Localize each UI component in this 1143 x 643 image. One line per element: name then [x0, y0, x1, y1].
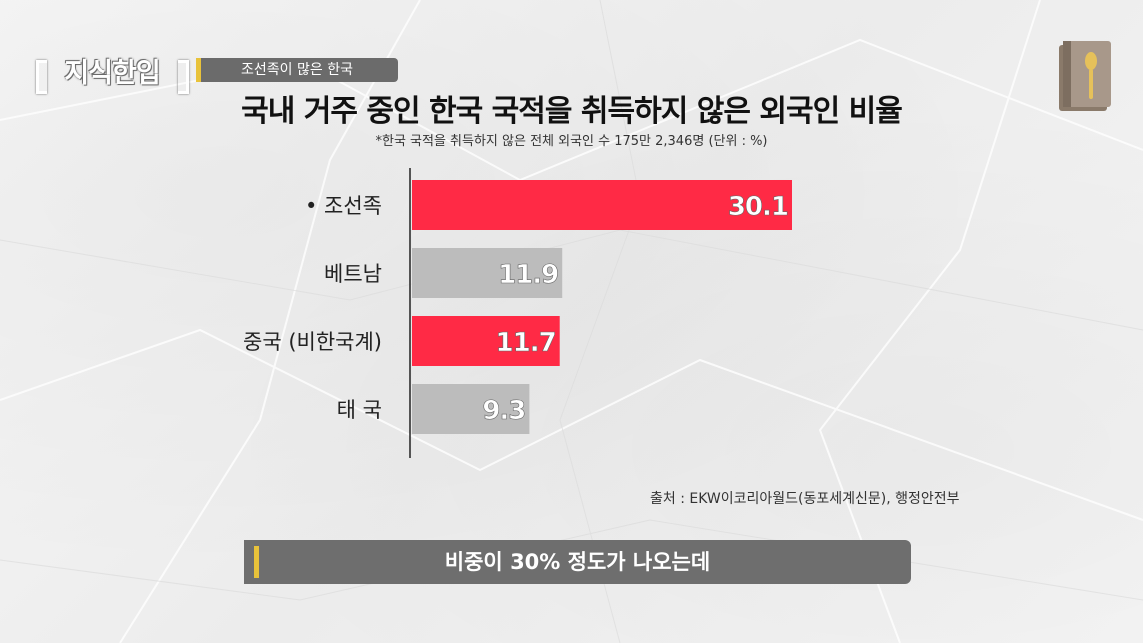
value-label-3: 9.3 [482, 396, 525, 426]
bar-1 [412, 248, 563, 298]
topic-tag-label: 조선족이 많은 한국 [241, 62, 353, 78]
chart-title: 국내 거주 중인 한국 국적을 취득하지 않은 외국인 비율 [241, 94, 903, 129]
channel-logo: 지식한입 [64, 58, 160, 89]
tag-accent-bar [196, 58, 201, 82]
chart-subtitle: *한국 국적을 취득하지 않은 전체 외국인 수 175만 2,346명 (단위… [375, 134, 768, 149]
category-label-2: 중국 (비한국계) [243, 330, 382, 354]
bar-2 [412, 316, 560, 366]
category-label-3: 태 국 [337, 398, 382, 422]
value-label-2: 11.7 [496, 328, 556, 358]
value-label-0: 30.1 [728, 192, 788, 222]
subtitle-caption: 비중이 30% 정도가 나오는데 [244, 540, 911, 584]
caption-text: 비중이 30% 정도가 나오는데 [444, 550, 711, 574]
logo-bracket-right [178, 60, 189, 94]
book-spoon-icon [1059, 41, 1111, 111]
bar-0 [412, 180, 792, 230]
category-label-1: 베트남 [324, 262, 382, 286]
topic-tag: 조선족이 많은 한국 [196, 58, 398, 82]
bar-3 [412, 384, 530, 434]
logo-bracket-left [36, 60, 47, 94]
value-label-1: 11.9 [498, 260, 558, 290]
category-label-0: • 조선족 [305, 194, 382, 218]
caption-accent-bar [254, 546, 259, 578]
source-note: 출처 : EKW이코리아월드(동포세계신문), 행정안전부 [650, 491, 960, 507]
